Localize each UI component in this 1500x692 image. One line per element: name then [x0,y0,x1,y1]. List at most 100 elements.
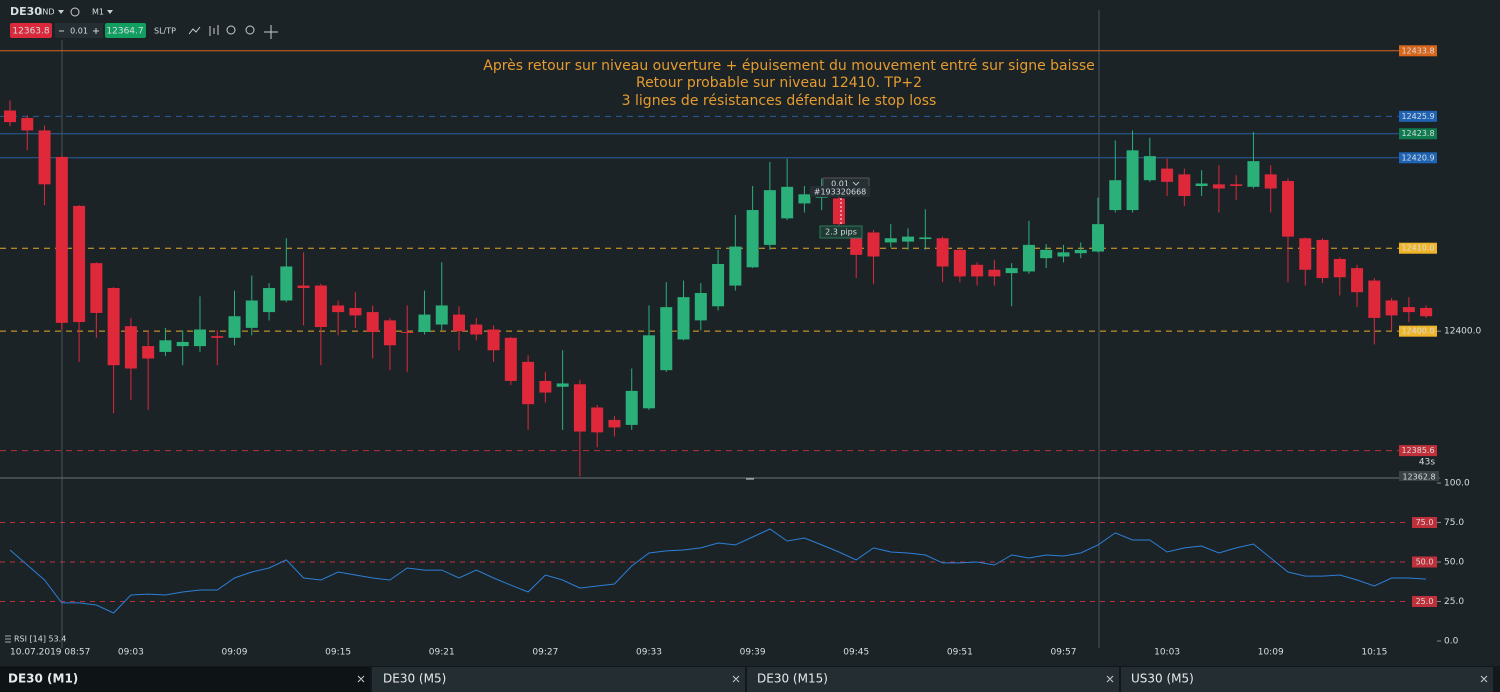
info-icon[interactable] [70,7,80,17]
candle-body [712,263,725,307]
y-tick-label: 25.0 [1444,597,1464,607]
plot: 12433.8 12425.9 12423.8 12420.9 12410.0 12400… [0,45,1481,658]
candle-body [1247,161,1260,187]
level-label: 12400.0 [1401,327,1434,336]
candle-body [193,329,206,347]
x-tick-label: 09:51 [947,648,973,658]
dropdown-icon[interactable] [107,10,113,14]
tab-close-icons[interactable] [357,675,1488,683]
candle-body [1385,300,1398,316]
candle-body [142,346,155,359]
sltp-button[interactable]: SL/TP [154,27,176,36]
level-label: 12425.9 [1401,112,1434,121]
plus-icon[interactable] [93,28,99,34]
candle-body [176,341,189,347]
candle-body [1143,156,1156,181]
chart-type-icon[interactable] [188,26,201,35]
candle-body [228,316,241,338]
current-price-badge [1399,471,1439,481]
volume-box[interactable] [55,23,103,38]
annotation-line: Retour probable sur niveau 12410. TP+2 [636,75,922,91]
candle-body [349,307,362,316]
tab-label[interactable]: DE30 (M5) [383,672,446,686]
indicators-icon[interactable] [209,25,219,36]
candle-body [556,383,569,387]
candle-body [55,156,68,323]
level-badge [1399,110,1437,122]
instrument-kind: IND [40,8,55,17]
candle-body [124,326,137,369]
bid-price[interactable]: 12363.8 [12,27,49,37]
candle-body [1299,238,1312,270]
candle-body [902,236,915,242]
level-label: 12423.8 [1401,129,1434,138]
level-label: 12420.9 [1401,153,1434,162]
x-tick-label: 10:15 [1361,648,1387,658]
candle-body [383,320,396,346]
annotation-line: 3 lignes de résistances défendait le sto… [622,93,937,109]
candle-body [591,407,604,433]
candle-body [297,285,310,289]
candle-body [1281,181,1294,237]
tab[interactable] [372,667,745,692]
candle-body [660,307,673,371]
candle-body [1212,184,1225,189]
order-volume[interactable]: 0.01 [831,180,849,189]
buy-button[interactable] [105,23,146,38]
candle-timer: 43s [1419,458,1435,468]
candle-body [418,314,431,332]
y-tick-label: 100.0 [1444,479,1470,489]
candle-body [625,390,638,425]
candle-body [73,205,86,323]
tab-label[interactable]: DE30 (M15) [757,672,828,686]
candle-body [1040,249,1053,259]
level-badge [1399,128,1437,140]
level-label: 12410.0 [1401,244,1434,253]
x-tick-label: 09:21 [429,648,455,658]
zoom-in-icon[interactable] [245,25,255,35]
candle-body [988,269,1001,277]
candle-body [936,238,949,267]
order-dropdown[interactable] [852,181,860,186]
candle-body [781,186,794,219]
candle-body [314,285,327,328]
x-tick-label: 10:09 [1258,648,1284,658]
candle-body [1333,259,1346,278]
candle-body [642,335,655,409]
candle-body [1230,184,1243,186]
tab-label[interactable]: US30 (M5) [1131,672,1194,686]
rsi-line [9,528,1427,614]
candle-body [919,237,932,240]
volume[interactable]: 0.01 [70,27,88,36]
rsi-level-label: 50.0 [1416,558,1434,567]
candle-body [694,293,707,321]
candle-body [1264,174,1277,189]
tab[interactable] [747,667,1119,692]
x-tick-label: 09:39 [740,648,766,658]
zoom-out-icon[interactable] [226,25,236,35]
level-label: 12433.8 [1401,46,1434,55]
candle-body [366,312,379,332]
ask-price[interactable]: 12364.7 [106,27,143,37]
candle-body [1161,168,1174,182]
order-widget[interactable]: 0.01 #193320668 2.3 pips [810,177,870,239]
annotation-line: Après retour sur niveau ouverture + épui… [483,58,1094,74]
level-badge [1399,152,1437,164]
x-tick-label: 09:57 [1051,648,1077,658]
sell-button[interactable] [10,23,52,38]
timeframe[interactable]: M1 [92,8,104,17]
candle-body [1420,307,1433,317]
tab[interactable] [1121,667,1493,692]
dropdown-icon[interactable] [58,10,64,14]
x-tick-label: 09:33 [636,648,662,658]
symbol[interactable]: DE30 [10,5,42,18]
candle-body [1057,252,1070,257]
crosshair-icon[interactable] [264,25,278,39]
indicator-menu-icon[interactable] [5,635,11,643]
candle-body [401,332,414,333]
tab[interactable] [0,667,370,692]
tab-label[interactable]: DE30 (M1) [8,672,78,686]
indicator-label: RSI [14] 53.4 [14,635,66,644]
order-id: #193320668 [814,188,867,197]
